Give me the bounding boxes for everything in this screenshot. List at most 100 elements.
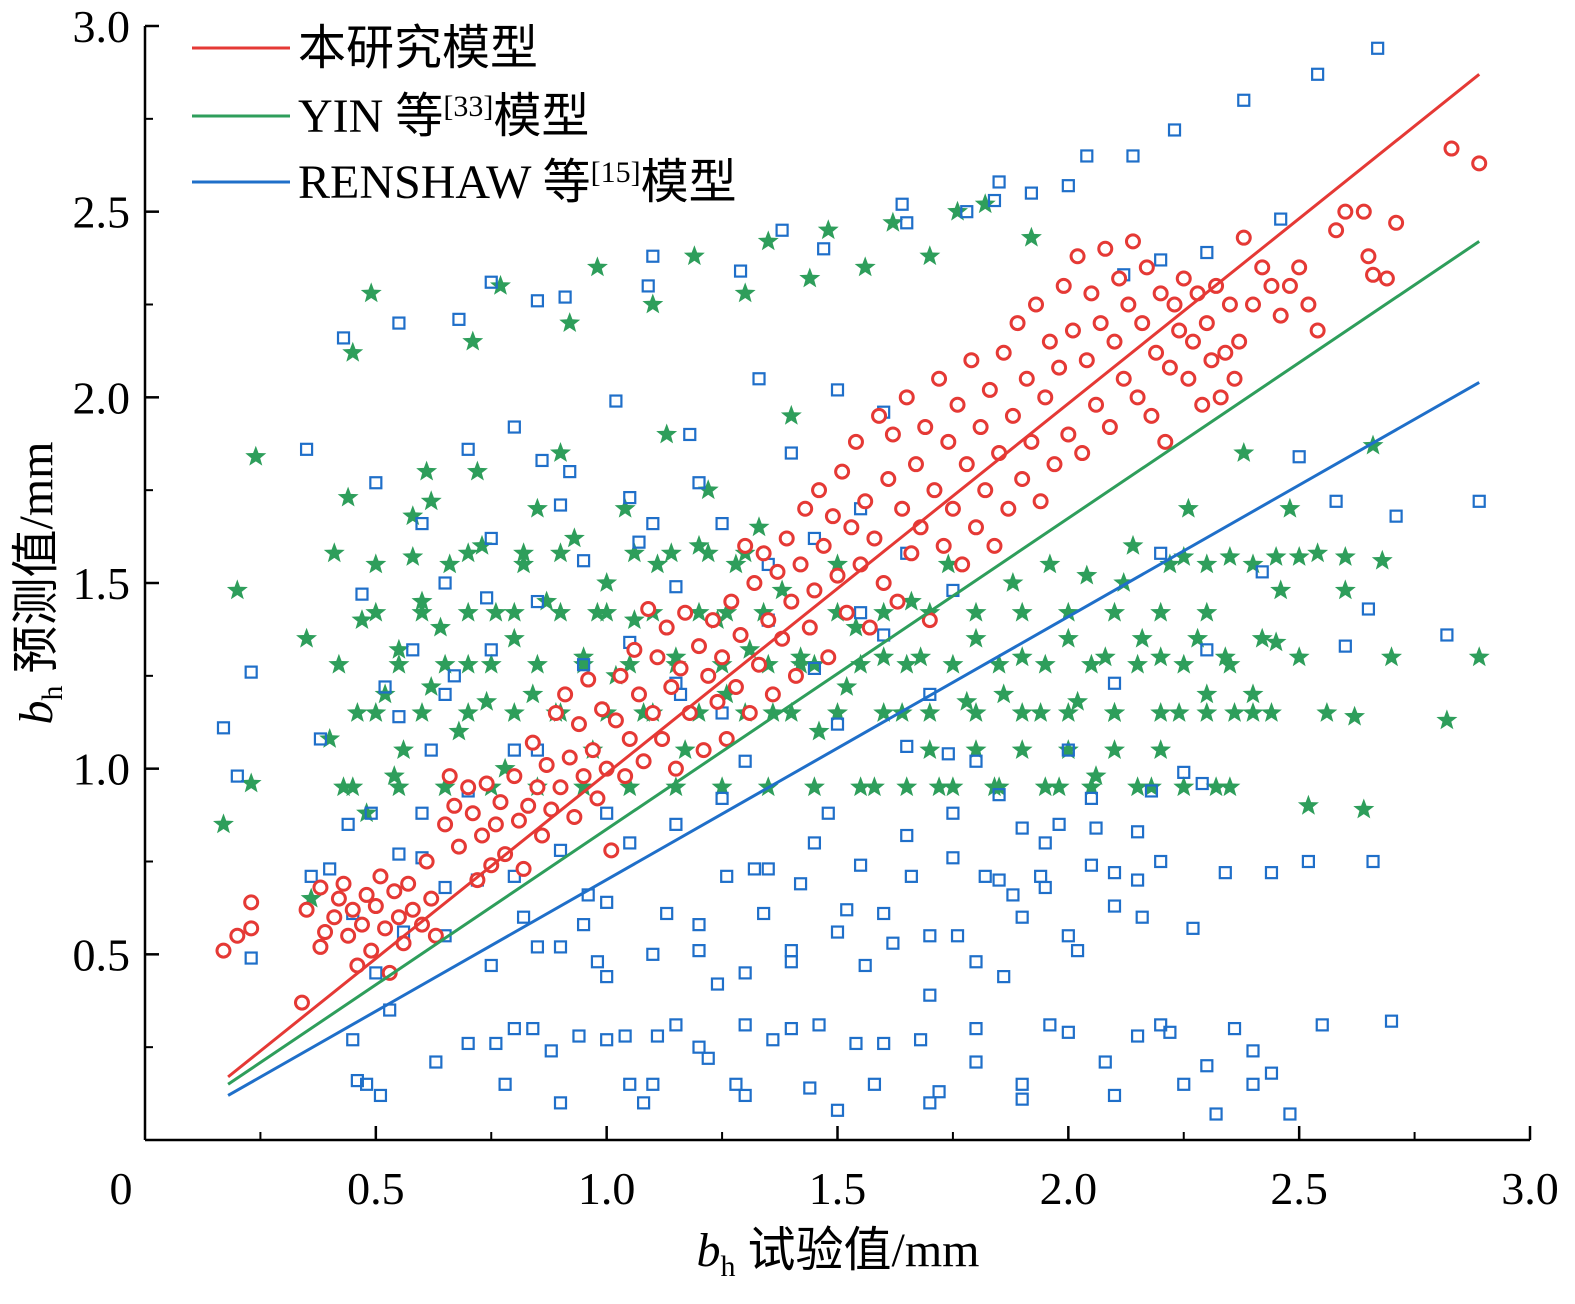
renshaw-point [507, 869, 521, 883]
yin-point [490, 274, 511, 295]
this-study-point [400, 875, 417, 892]
yin-point [1205, 776, 1227, 797]
renshaw-point [1144, 784, 1159, 798]
this-study-point [875, 575, 892, 591]
this-study-point [769, 563, 786, 580]
renshaw-point [526, 1021, 540, 1036]
renshaw-point [369, 966, 383, 980]
yin-point [513, 553, 534, 574]
renshaw-point [438, 576, 452, 590]
yin-point [296, 627, 317, 648]
this-study-point [871, 407, 888, 424]
renshaw-point [438, 880, 452, 895]
renshaw-point [738, 1088, 752, 1103]
renshaw-point [484, 275, 498, 289]
renshaw-point [812, 1018, 826, 1032]
yin-point [1039, 553, 1061, 574]
renshaw-point [244, 951, 258, 965]
yin-point [1002, 572, 1024, 592]
this-study-point [515, 860, 532, 877]
renshaw-point [784, 955, 798, 969]
this-study-point [884, 426, 901, 443]
yin-point [919, 245, 941, 266]
renshaw-point [1107, 1088, 1122, 1103]
renshaw-point [1264, 1066, 1279, 1080]
renshaw-point [1015, 910, 1029, 924]
yin-point [596, 572, 618, 592]
renshaw-point [323, 862, 337, 876]
renshaw-point [900, 216, 914, 230]
this-study-point [363, 942, 380, 959]
yin-point [716, 601, 738, 622]
renshaw-point [1015, 1077, 1029, 1091]
this-study-point [630, 686, 647, 703]
yin-point [850, 776, 871, 797]
renshaw-point [923, 1096, 937, 1110]
this-study-point [1074, 445, 1091, 462]
yin-point [1316, 702, 1338, 722]
yin-point [573, 776, 594, 797]
renshaw-point [1227, 1021, 1242, 1036]
renshaw-point [923, 929, 937, 943]
yin-point [1011, 739, 1033, 759]
renshaw-point [830, 383, 845, 397]
this-study-point [940, 433, 957, 450]
yin-point [342, 341, 364, 362]
x-tick-label: 2.5 [1270, 1163, 1328, 1214]
yin-point [1011, 646, 1033, 667]
yin-point [503, 601, 525, 622]
yin-point [485, 601, 507, 622]
renshaw-point [553, 940, 568, 954]
this-study-point [607, 712, 624, 729]
this-study-point [787, 667, 804, 684]
this-study-point [1064, 322, 1081, 339]
this-study-point [1097, 240, 1114, 257]
renshaw-point [480, 591, 494, 605]
yin-point [1034, 776, 1056, 797]
this-study-point [926, 482, 943, 499]
yin-point [674, 739, 696, 759]
this-study-point [654, 730, 671, 747]
yin-point [974, 193, 996, 214]
renshaw-point [1311, 67, 1325, 81]
this-study-point [806, 582, 823, 599]
this-study-point [649, 649, 666, 666]
renshaw-point [576, 918, 591, 932]
y-axis-title: bh 预测值/mm [10, 441, 69, 724]
renshaw-point [1389, 509, 1403, 523]
yin-point [513, 542, 534, 563]
yin-point [942, 653, 964, 674]
renshaw-point [530, 594, 545, 609]
yin-point [1173, 776, 1195, 797]
this-study-point [1171, 322, 1188, 339]
this-study-point [1203, 352, 1220, 369]
renshaw-point [793, 877, 808, 891]
renshaw-point [452, 312, 466, 326]
renshaw-point [600, 1033, 614, 1047]
this-study-point [344, 901, 361, 918]
yin-point [1288, 546, 1310, 566]
this-study-point [1083, 285, 1100, 302]
renshaw-point [346, 1033, 360, 1047]
yin-point [1057, 702, 1079, 722]
this-study-point [1088, 396, 1105, 413]
this-study-point [1152, 285, 1169, 302]
this-study-point [478, 775, 495, 792]
yin-point [1353, 798, 1375, 819]
this-study-point [1115, 370, 1132, 387]
this-study-point [1106, 333, 1123, 350]
yin-point [1265, 546, 1287, 566]
renshaw-point [553, 1096, 568, 1110]
renshaw-point [484, 958, 498, 973]
renshaw-point [623, 1077, 637, 1091]
yin-point [1150, 601, 1172, 622]
this-study-point [570, 716, 587, 733]
renshaw-point [1107, 866, 1122, 880]
this-study-point [1157, 433, 1174, 450]
renshaw-point [692, 918, 706, 932]
yin-point [351, 609, 373, 629]
this-study-point [935, 537, 952, 554]
renshaw-point [406, 643, 420, 657]
renshaw-point [692, 1040, 706, 1054]
renshaw-point [858, 958, 872, 973]
